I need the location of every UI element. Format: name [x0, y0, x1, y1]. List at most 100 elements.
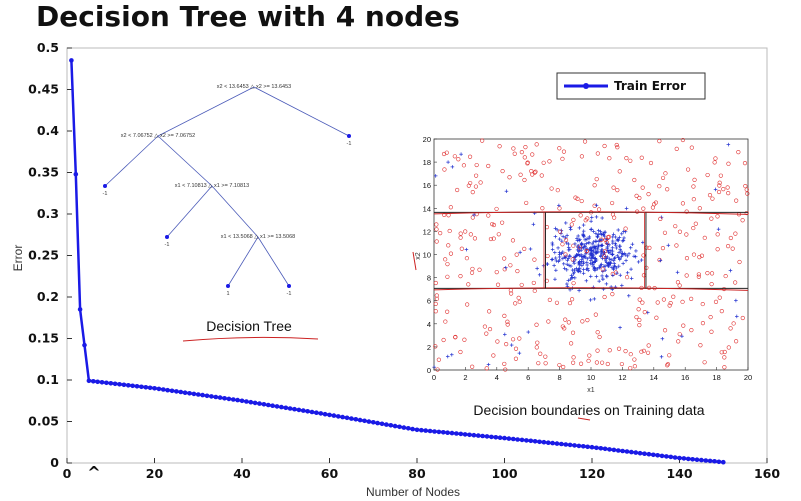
inset-plus-point: [585, 237, 589, 241]
inset-circle-point: [674, 146, 679, 152]
inset-circle-point: [505, 322, 510, 327]
inset-circle-point: [554, 300, 560, 305]
train-error-point: [620, 448, 625, 454]
inset-plus-point: [575, 238, 580, 243]
inset-circle-point: [698, 343, 703, 348]
inset-plus-point: [595, 235, 600, 239]
train-error-point: [244, 399, 249, 404]
inset-y-tick-label: 16: [423, 181, 431, 190]
inset-circle-point: [593, 312, 598, 317]
inset-plus-point: [612, 256, 617, 261]
inset-plus-point: [581, 271, 586, 276]
inset-plus-point: [595, 247, 600, 251]
inset-plus-point: [565, 262, 569, 267]
inset-circle-point: [446, 243, 451, 248]
inset-circle-point: [642, 310, 647, 315]
inset-plus-point: [624, 258, 628, 263]
train-error-point: [327, 412, 332, 418]
inset-plus-point: [598, 263, 603, 268]
inset-plus-point: [626, 293, 631, 298]
tree-node-label-3: x1 < 7.10813 △ x1 >= 7.10813: [175, 183, 249, 189]
inset-plus-point: [589, 227, 594, 231]
inset-plus-point: [567, 254, 572, 258]
inset-circle-point: [640, 185, 645, 190]
train-error-point: [187, 391, 192, 396]
inset-plus-point: [561, 234, 565, 239]
inset-x-tick-label: 2: [463, 373, 467, 382]
inset-plus-point: [459, 152, 463, 157]
x-tick-label: 60: [321, 466, 339, 481]
inset-plus-point: [563, 236, 568, 240]
inset-plus-point: [616, 237, 620, 242]
inset-circle-point: [465, 302, 470, 307]
inset-plus-point: [680, 334, 684, 339]
legend-label: Train Error: [614, 79, 686, 93]
inset-plus-point: [603, 268, 607, 272]
inset-circle-point: [522, 155, 527, 160]
inset-plus-point: [610, 265, 614, 270]
train-error-point: [99, 380, 105, 385]
inset-plus-point: [537, 273, 542, 277]
inset-plus-point: [617, 235, 622, 240]
inset-circle-point: [702, 235, 707, 240]
inset-circle-point: [607, 348, 612, 353]
train-error-point: [314, 410, 319, 416]
inset-circle-point: [578, 213, 583, 218]
inset-plus-point: [604, 282, 609, 286]
tree-leaf-node: [103, 184, 107, 188]
inset-plus-point: [552, 263, 556, 268]
inset-circle-point: [543, 354, 548, 359]
train-error-point: [200, 392, 205, 398]
inset-plus-point: [600, 274, 604, 278]
train-error-point: [690, 457, 695, 462]
tree-leaf-node: [287, 284, 291, 288]
train-error-point: [624, 449, 630, 454]
inset-circle-point: [734, 198, 739, 203]
inset-plus-point: [659, 354, 664, 359]
train-error-point: [169, 388, 175, 394]
inset-circle-point: [600, 360, 605, 365]
inset-scatter: 0 2 4 6 8 10 12 14 16 18 20 0 2 4 6 8 10 12 14 16 18 20 x1 x2: [412, 135, 752, 394]
inset-plus-point: [509, 343, 514, 347]
train-error-point: [174, 389, 179, 394]
inset-plus-point: [535, 266, 539, 271]
inset-circle-point: [500, 168, 505, 174]
inset-circle-point: [536, 361, 541, 366]
inset-circle-point: [725, 244, 731, 249]
train-error-point: [69, 58, 74, 63]
inset-plus-point: [578, 269, 583, 274]
inset-circle-point: [658, 216, 663, 221]
train-error-point: [672, 455, 678, 460]
inset-circle-point: [709, 271, 715, 276]
inset-plus-point: [582, 255, 586, 259]
inset-circle-point: [441, 337, 446, 343]
inset-plus-point: [583, 245, 587, 249]
inset-circle-point: [595, 348, 600, 353]
train-error-point: [432, 429, 437, 434]
tree-node-label-2: x2 < 7.06752 △ x2 >= 7.06752: [121, 133, 195, 139]
inset-plus-point: [605, 245, 610, 249]
train-error-point: [616, 448, 621, 453]
inset-plus-point: [600, 247, 604, 252]
inset-circle-point: [600, 267, 605, 272]
tree-leaf-node: [347, 134, 351, 138]
train-error-point: [427, 428, 433, 434]
inset-circle-point: [566, 320, 571, 325]
inset-circle-point: [691, 225, 696, 231]
inset-circle-point: [532, 257, 537, 262]
inset-plus-point: [565, 258, 570, 263]
inset-circle-point: [619, 361, 624, 367]
inset-plus-point: [610, 249, 615, 253]
inset-plus-point: [574, 253, 579, 257]
inset-circle-point: [435, 367, 440, 372]
inset-plus-point: [572, 270, 576, 274]
train-error-point: [677, 455, 682, 461]
inset-circle-point: [586, 358, 591, 363]
inset-circle-point: [502, 361, 507, 367]
legend: Train Error: [556, 72, 706, 100]
train-error-point: [388, 423, 394, 428]
inset-plus-point: [590, 242, 594, 246]
inset-plus-point: [619, 249, 623, 253]
inset-circle-point: [540, 206, 545, 211]
inset-circle-point: [445, 274, 450, 279]
